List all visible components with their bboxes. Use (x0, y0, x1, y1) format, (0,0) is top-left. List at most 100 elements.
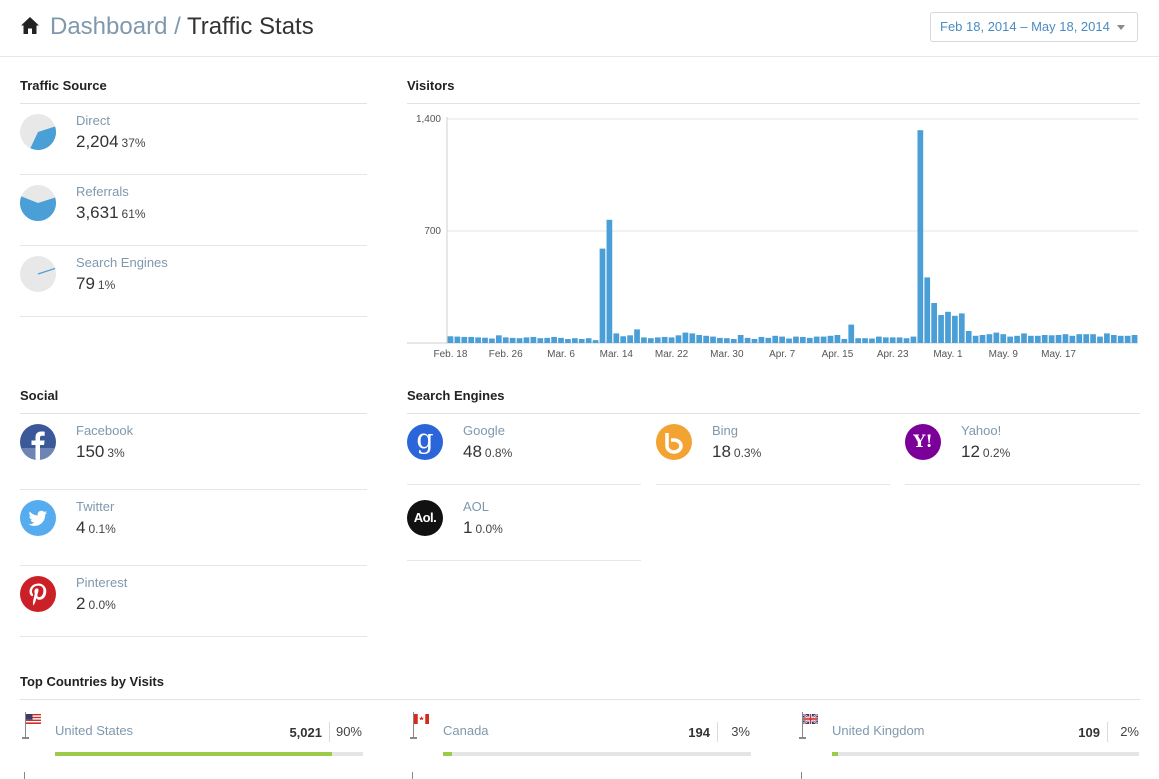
traffic-source-referrals[interactable]: Referrals 3,631 61% (20, 175, 367, 246)
visitors-bar (627, 335, 633, 343)
traffic-source-search-engines[interactable]: Search Engines 79 1% (20, 246, 367, 317)
date-range-picker[interactable]: Feb 18, 2014 – May 18, 2014 (930, 12, 1138, 42)
x-tick-label: Mar. 22 (655, 349, 689, 360)
breadcrumb-dashboard-link[interactable]: Dashboard (50, 13, 168, 40)
country-visits: 109 (1078, 725, 1100, 740)
y-tick-label: 700 (424, 226, 441, 237)
country-progress-fill (443, 752, 453, 756)
date-range-label: Feb 18, 2014 – May 18, 2014 (940, 19, 1110, 34)
visitors-bar (813, 336, 820, 343)
traffic-source-count: 3,631 (76, 203, 119, 222)
traffic-source-title: Traffic Source (20, 78, 367, 104)
visitors-bar (1055, 335, 1062, 343)
visitors-bar (1007, 336, 1014, 343)
visitors-bar (903, 338, 910, 343)
search-engine-google[interactable]: g Google 48 0.8% (407, 414, 641, 485)
x-tick-label: Apr. 7 (769, 349, 796, 360)
visitors-title: Visitors (407, 78, 1140, 104)
traffic-source-label: Search Engines (76, 255, 168, 270)
visitors-bar (737, 335, 744, 343)
visitors-bar (675, 335, 682, 343)
visitors-bar (482, 337, 488, 343)
visitors-bar (793, 336, 799, 343)
traffic-source-percent: 1% (97, 278, 116, 292)
visitors-bar (1097, 336, 1103, 343)
search-engine-count: 1 (463, 518, 473, 537)
visitors-bar (1062, 334, 1069, 343)
visitors-bar (855, 338, 861, 343)
country-progress-bar (443, 752, 751, 756)
country-progress-bar (55, 752, 363, 756)
country-name: Canada (443, 723, 489, 738)
visitors-bar (924, 277, 931, 343)
visitors-bar (502, 337, 509, 343)
visitors-bar (1028, 335, 1034, 343)
chevron-down-icon (1117, 25, 1125, 30)
search-engine-aol[interactable]: Aol. AOL 1 0.0% (407, 490, 641, 561)
visitors-bar (516, 338, 523, 343)
social-count: 2 (76, 594, 86, 613)
visitors-bar (668, 337, 675, 343)
visitors-bar (689, 333, 696, 343)
visitors-bar (1117, 335, 1124, 343)
country-row-canada[interactable]: Canada 194 3% (408, 708, 753, 768)
visitors-bar (910, 336, 917, 343)
country-name: United States (55, 723, 134, 738)
visitors-bar (461, 336, 468, 343)
visitors-bar (509, 337, 516, 343)
social-facebook[interactable]: Facebook 150 3% (20, 414, 367, 490)
social-percent: 0.0% (88, 598, 116, 612)
x-tick-label: Mar. 30 (710, 349, 744, 360)
visitors-bar (765, 337, 772, 343)
visitors-bar (889, 337, 896, 343)
visitors-bar (1131, 335, 1138, 343)
search-engine-percent: 0.2% (982, 446, 1011, 460)
visitors-bar (551, 336, 557, 343)
x-tick-label: Apr. 15 (822, 349, 854, 360)
social-twitter[interactable]: Twitter 4 0.1% (20, 490, 367, 566)
traffic-source-direct[interactable]: Direct 2,204 37% (20, 104, 367, 175)
visitors-bar (661, 336, 668, 343)
country-percent: 90% (335, 724, 362, 739)
visitors-bar (599, 248, 606, 343)
visitors-bar (696, 335, 703, 343)
visitors-bar (537, 338, 544, 343)
search-engine-label: Bing (712, 423, 739, 438)
visitors-bar (827, 335, 834, 343)
visitors-bar (876, 336, 882, 343)
x-tick-label: Mar. 14 (600, 349, 634, 360)
traffic-source-label: Direct (76, 113, 110, 128)
page-header: Dashboard / Traffic Stats Feb 18, 2014 –… (0, 0, 1159, 57)
x-tick-label: Feb. 26 (489, 349, 523, 360)
pie-slice (37, 267, 56, 275)
social-pinterest[interactable]: Pinterest 2 0.0% (20, 566, 367, 637)
country-progress-fill (832, 752, 839, 756)
search-engine-bing[interactable]: Bing 18 0.3% (656, 414, 890, 485)
visitors-bar (558, 337, 564, 343)
country-row-united-states[interactable]: United States 5,021 90% (20, 708, 365, 768)
visitors-bar (751, 339, 758, 343)
visitors-bar (1000, 334, 1007, 343)
search-engine-count: 12 (961, 442, 980, 461)
visitors-bar (647, 338, 654, 343)
country-row-united-kingdom[interactable]: United Kingdom 109 2% (797, 708, 1140, 768)
breadcrumb: Dashboard / Traffic Stats (50, 12, 314, 42)
visitors-bar (869, 338, 875, 343)
bing-icon (656, 424, 692, 460)
visitors-bar (475, 337, 481, 343)
visitors-bar (606, 219, 613, 343)
x-tick-label: May. 17 (1041, 349, 1076, 360)
home-icon[interactable] (20, 16, 40, 36)
visitors-bar (986, 334, 993, 343)
visitors-bar (841, 339, 848, 343)
search-engine-yahoo[interactable]: Y! Yahoo! 12 0.2% (905, 414, 1140, 485)
visitors-bar (613, 333, 620, 343)
visitors-bar (1083, 334, 1090, 343)
visitors-bar (1048, 335, 1055, 343)
social-count: 4 (76, 518, 86, 537)
visitors-bar (786, 338, 792, 343)
visitors-bar (1104, 333, 1110, 343)
visitors-bar (1110, 335, 1117, 343)
search-engine-percent: 0.3% (733, 446, 762, 460)
traffic-source-label: Referrals (76, 184, 129, 199)
